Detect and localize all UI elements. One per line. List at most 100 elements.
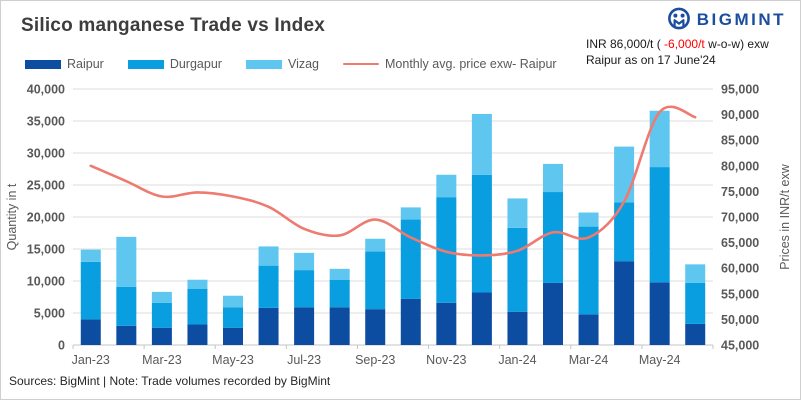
- price-annotation: INR 86,000/t ( -6,000/t w-o-w) exw Raipur…: [586, 37, 796, 69]
- right-axis-tick-label: 50,000: [721, 313, 759, 327]
- bar-segment-vizag-mar-24: [578, 212, 599, 227]
- bar-segment-vizag-oct-23: [400, 207, 421, 220]
- right-axis-tick-label: 65,000: [721, 236, 759, 250]
- legend-swatch-raipur: [25, 59, 61, 69]
- bar-segment-vizag-apr-24: [614, 146, 635, 203]
- bar-segment-durgapur-jan-24: [507, 227, 528, 312]
- bar-segment-durgapur-mar-24: [578, 226, 599, 315]
- bar-segment-raipur-may-24: [649, 282, 670, 345]
- right-axis-tick-label: 95,000: [721, 83, 759, 97]
- bar-segment-vizag-feb-24: [543, 163, 563, 193]
- right-axis-tick-label: 85,000: [721, 134, 759, 148]
- bar-segment-raipur-feb-23: [116, 325, 137, 345]
- right-axis-tick-label: 55,000: [721, 287, 759, 301]
- right-axis-tick-label: 70,000: [721, 211, 759, 225]
- right-axis-tick-label: 75,000: [721, 185, 759, 199]
- x-axis-tick-label: Jan-24: [498, 353, 536, 367]
- legend-swatch-price-line: [343, 62, 379, 66]
- bar-segment-durgapur-may-23: [223, 307, 243, 328]
- page-title: Silico manganese Trade vs Index: [21, 15, 325, 36]
- bar-segment-durgapur-dec-23: [471, 174, 492, 293]
- left-axis-tick-label: 30,000: [27, 147, 65, 161]
- bar-segment-raipur-feb-24: [543, 282, 563, 345]
- bar-segment-raipur-jun-23: [258, 307, 279, 345]
- bar-segment-raipur-nov-23: [436, 302, 457, 345]
- bar-segment-durgapur-nov-23: [436, 197, 457, 303]
- bar-segment-durgapur-feb-23: [116, 286, 137, 326]
- bar-segment-raipur-dec-23: [471, 292, 492, 345]
- left-axis-tick-label: 5,000: [34, 307, 65, 321]
- bar-segment-raipur-jun-24: [685, 323, 706, 345]
- legend-swatch-vizag: [245, 59, 282, 69]
- bar-segment-raipur-jul-23: [294, 307, 315, 345]
- bar-segment-raipur-apr-24: [614, 261, 635, 345]
- legend-label-price-line: Monthly avg. price exw- Raipur: [385, 57, 557, 71]
- left-axis-tick-label: 15,000: [27, 243, 65, 257]
- bar-segment-vizag-dec-23: [471, 113, 492, 175]
- left-axis-tick-label: 40,000: [27, 83, 65, 97]
- bar-segment-durgapur-mar-23: [151, 302, 172, 328]
- bar-segment-durgapur-jun-24: [685, 282, 706, 324]
- legend-item-raipur[interactable]: Raipur: [25, 57, 104, 71]
- right-axis-tick-label: 45,000: [721, 339, 759, 353]
- left-axis-title: Quantity in t: [5, 183, 19, 250]
- bar-segment-vizag-apr-23: [187, 279, 208, 289]
- legend-label-vizag: Vizag: [287, 57, 319, 71]
- bar-segment-raipur-jan-23: [80, 319, 101, 345]
- x-axis-tick-label: Sep-23: [355, 353, 395, 367]
- bar-segment-durgapur-apr-24: [614, 202, 635, 262]
- x-axis-tick-label: May-23: [212, 353, 254, 367]
- bar-segment-raipur-aug-23: [329, 307, 350, 345]
- bar-segment-durgapur-may-24: [649, 167, 670, 283]
- bar-segment-vizag-nov-23: [436, 174, 457, 198]
- bar-segment-vizag-jul-23: [294, 252, 315, 271]
- right-axis-tick-label: 60,000: [721, 262, 759, 276]
- bar-segment-durgapur-aug-23: [329, 279, 350, 308]
- bar-segment-raipur-mar-24: [578, 314, 599, 345]
- x-axis-tick-label: Jul-23: [287, 353, 321, 367]
- left-axis-tick-label: 20,000: [27, 211, 65, 225]
- source-note: Sources: BigMint | Note: Trade volumes r…: [9, 374, 331, 388]
- monthly-avg-price-line: [89, 105, 697, 257]
- annotation-suffix: w-o-w) exw: [704, 37, 769, 51]
- right-axis-tick-label: 80,000: [721, 159, 759, 173]
- legend-item-price-line[interactable]: Monthly avg. price exw- Raipur: [343, 57, 557, 71]
- left-axis-tick-label: 0: [58, 339, 65, 353]
- annotation-prefix: INR 86,000/t (: [586, 37, 661, 51]
- bar-segment-raipur-jan-24: [507, 311, 528, 345]
- bigmint-logo: BIGMINT: [666, 7, 786, 33]
- bar-segment-vizag-mar-23: [151, 291, 172, 303]
- legend-item-durgapur[interactable]: Durgapur: [127, 57, 222, 71]
- legend-item-vizag[interactable]: Vizag: [245, 57, 319, 71]
- bar-segment-durgapur-jul-23: [294, 270, 315, 308]
- left-axis-tick-label: 10,000: [27, 275, 65, 289]
- bigmint-logo-text: BIGMINT: [696, 10, 786, 29]
- bar-segment-vizag-may-23: [223, 295, 243, 308]
- bar-segment-vizag-jan-23: [80, 249, 101, 262]
- right-axis-title: Prices in INR/t exw: [778, 163, 792, 270]
- x-axis-tick-label: Nov-23: [426, 353, 466, 367]
- legend-label-durgapur: Durgapur: [169, 57, 222, 71]
- bigmint-owl-icon: [667, 7, 690, 30]
- bar-segment-durgapur-feb-24: [543, 192, 563, 283]
- annotation-date-line: Raipur as on 17 June'24: [586, 52, 716, 67]
- bar-segment-raipur-mar-23: [151, 327, 172, 345]
- x-axis-tick-label: Jan-23: [72, 353, 110, 367]
- x-axis-tick-label: Mar-23: [142, 353, 182, 367]
- right-axis-tick-label: 90,000: [721, 108, 759, 122]
- bar-segment-vizag-jun-24: [685, 264, 706, 283]
- legend-swatch-durgapur: [127, 59, 164, 69]
- bar-segment-vizag-may-24: [649, 110, 670, 168]
- chart-legend: Raipur Durgapur Vizag Monthly avg. price…: [25, 57, 557, 71]
- trade-vs-index-chart: 0 5,000 10,000 15,000 20,000 25,000 30,000 35,0…: [5, 83, 792, 368]
- bar-segment-raipur-oct-23: [400, 298, 421, 345]
- bar-segment-vizag-sep-23: [365, 238, 386, 252]
- bar-segment-durgapur-oct-23: [400, 219, 421, 299]
- bar-segment-durgapur-jun-23: [258, 265, 279, 308]
- bar-segment-raipur-apr-23: [187, 324, 208, 345]
- bar-segment-durgapur-sep-23: [365, 251, 386, 310]
- bar-segment-vizag-feb-23: [116, 236, 137, 287]
- bar-segment-vizag-aug-23: [329, 268, 350, 280]
- bar-segment-raipur-sep-23: [365, 309, 386, 345]
